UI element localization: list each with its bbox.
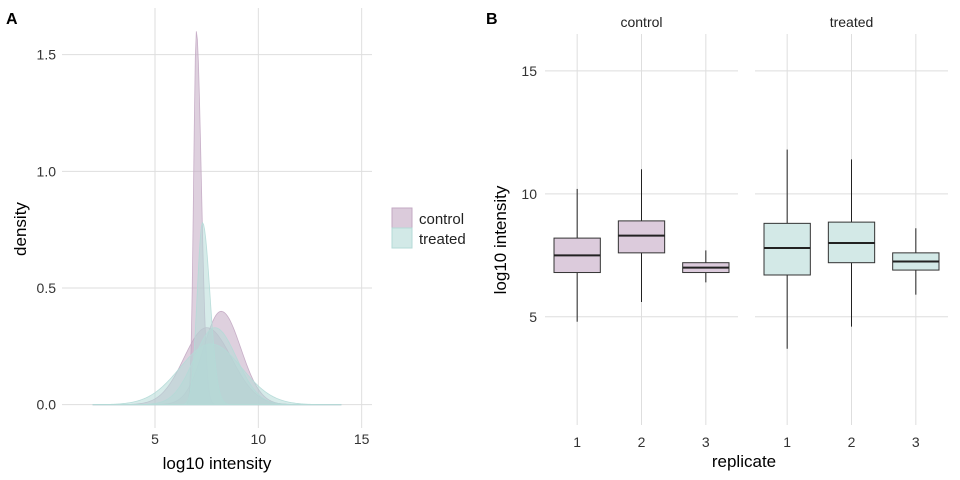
- boxplot-y-ticks: 5 10 15: [521, 63, 537, 325]
- density-x-tick-label: 5: [151, 431, 159, 447]
- density-x-axis-label: log10 intensity: [163, 454, 272, 473]
- density-y-tick-label: 0.0: [37, 397, 57, 413]
- density-area-treated-3: [92, 221, 342, 406]
- density-x-tick-label: 10: [251, 431, 267, 447]
- density-legend: control treated: [391, 207, 466, 249]
- density-x-tick-label: 15: [354, 431, 370, 447]
- boxplot-x-tick-label: 2: [848, 434, 856, 450]
- boxplot-x-tick-label: 3: [912, 434, 920, 450]
- density-areas: [92, 31, 342, 406]
- boxplot-treated-2: [827, 159, 876, 327]
- density-y-axis-label: density: [11, 202, 30, 256]
- boxplot-x-tick-label: 1: [783, 434, 791, 450]
- boxplot-y-axis-label: log10 intensity: [491, 185, 510, 294]
- panel-label-a: A: [6, 11, 18, 28]
- boxplot-control-1: [553, 188, 601, 322]
- density-y-tick-label: 0.5: [37, 280, 57, 296]
- boxplot-gridlines: [545, 34, 948, 425]
- legend-label-treated: treated: [419, 231, 466, 248]
- boxplot-control-2: [617, 169, 666, 303]
- boxplot-y-tick-label: 10: [521, 186, 537, 202]
- boxplot-control-3: [682, 250, 730, 283]
- panel-label-b: B: [486, 11, 498, 28]
- density-x-ticks: 5 10 15: [151, 431, 370, 447]
- boxplot-x-ticks: 1 2 3 1 2 3: [573, 434, 920, 450]
- box-iqr: [763, 222, 811, 276]
- density-panel: A 5 10 15 0.0 0.5 1.0 1.5 log10 intensity den…: [6, 8, 466, 473]
- density-y-tick-label: 1.0: [37, 163, 57, 179]
- boxplots: [553, 149, 940, 349]
- boxplot-treated-1: [763, 149, 811, 349]
- legend-swatch-control: [391, 207, 413, 229]
- density-y-ticks: 0.0 0.5 1.0 1.5: [37, 47, 57, 413]
- box-iqr: [617, 220, 666, 254]
- boxplot-x-tick-label: 1: [573, 434, 581, 450]
- legend-label-control: control: [419, 211, 464, 228]
- boxplot-treated-3: [892, 228, 940, 295]
- facet-strip-treated: treated: [830, 14, 874, 30]
- boxplot-x-tick-label: 3: [702, 434, 710, 450]
- facet-strips: control treated: [620, 14, 873, 30]
- boxplot-x-axis-label: replicate: [712, 452, 776, 471]
- boxplot-y-tick-label: 5: [529, 309, 537, 325]
- facet-strip-control: control: [620, 14, 662, 30]
- density-y-tick-label: 1.5: [37, 47, 57, 63]
- boxplot-y-tick-label: 15: [521, 63, 537, 79]
- boxplot-x-tick-label: 2: [638, 434, 646, 450]
- legend-swatch-treated: [391, 227, 413, 249]
